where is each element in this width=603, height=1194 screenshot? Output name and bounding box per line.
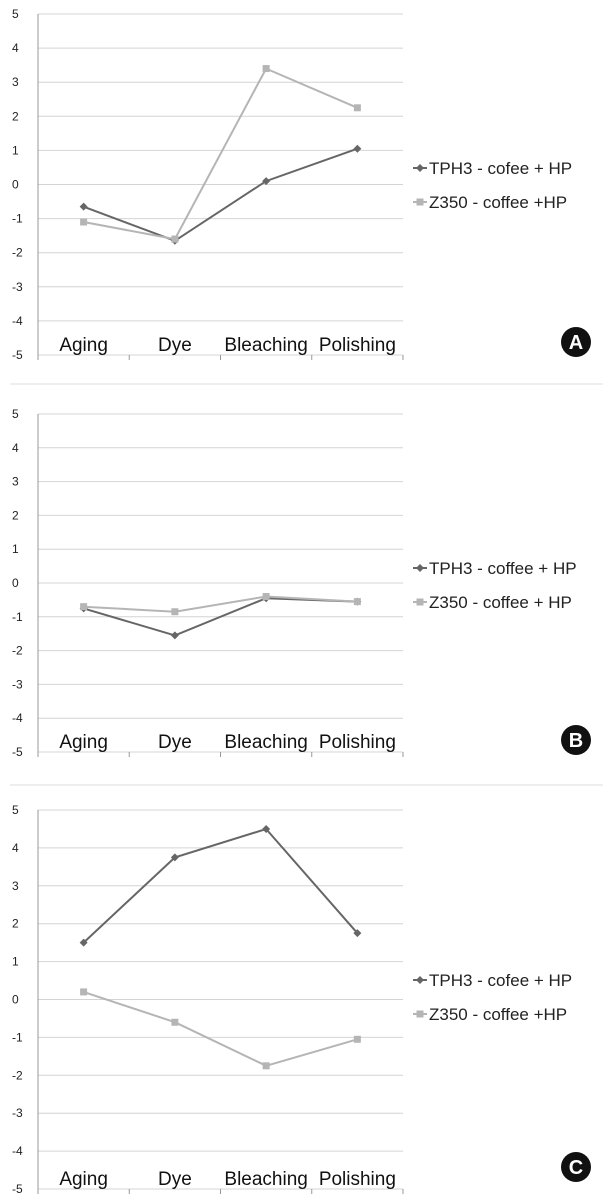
- y-tick-label: -4: [12, 1144, 23, 1158]
- y-tick-label: 3: [12, 75, 19, 89]
- legend-label: TPH3 - cofee + HP: [429, 159, 572, 178]
- y-tick-label: 5: [12, 803, 19, 817]
- y-tick-label: 4: [12, 841, 19, 855]
- panel-badge: [561, 1152, 591, 1182]
- panel-letter: C: [569, 1157, 583, 1179]
- y-tick-label: 2: [12, 508, 19, 522]
- y-tick-label: 3: [12, 475, 19, 489]
- data-point-z350: [80, 988, 88, 996]
- y-tick-label: 2: [12, 109, 19, 123]
- y-tick-label: -1: [12, 1030, 23, 1044]
- legend-label: TPH3 - cofee + HP: [429, 971, 572, 990]
- y-tick-label: 4: [12, 41, 19, 55]
- legend-label: TPH3 - coffee + HP: [429, 559, 577, 578]
- series-line-tph3: [83, 147, 358, 242]
- series-line-z350: [83, 67, 358, 241]
- data-point-z350: [262, 1062, 270, 1070]
- y-tick-label: -5: [12, 1182, 23, 1194]
- x-category-label: Dye: [158, 1169, 192, 1190]
- y-tick-label: -5: [12, 745, 23, 759]
- series-line-z350: [83, 990, 358, 1067]
- y-tick-label: 0: [12, 993, 19, 1007]
- data-point-tph3: [79, 202, 88, 211]
- chart-panel-c: 5 4 3 2 1 0 -1 -2 -3 -4 -5 Aging Dye Bleaching Polishi…: [12, 803, 591, 1194]
- y-tick-label: -2: [12, 644, 23, 658]
- x-category-label: Dye: [158, 335, 192, 356]
- chart-panel-a: 5 4 3 2 1 0 -1 -2 -3 -4 -5 Aging Dye Bleaching Polishi…: [12, 7, 591, 362]
- x-category-label: Polishing: [319, 1169, 396, 1190]
- chart-panel-b: 5 4 3 2 1 0 -1 -2 -3 -4 -5 Aging Dye Bleaching Polishi…: [12, 407, 591, 759]
- y-tick-label: -3: [12, 1106, 23, 1120]
- data-point-z350: [262, 65, 270, 73]
- y-tick-label: -5: [12, 348, 23, 362]
- legend-marker-square: [416, 598, 424, 606]
- legend-label: Z350 - coffee +HP: [429, 1005, 567, 1024]
- x-category-label: Aging: [59, 1169, 108, 1190]
- panel-letter: A: [569, 332, 583, 354]
- data-point-z350: [171, 608, 179, 616]
- y-tick-label: -4: [12, 711, 23, 725]
- y-tick-label: -1: [12, 212, 23, 226]
- x-category-label: Bleaching: [224, 1169, 307, 1190]
- y-tick-label: 3: [12, 879, 19, 893]
- data-point-z350: [171, 1018, 179, 1026]
- series-line-tph3: [82, 827, 359, 944]
- y-tick-label: -4: [12, 314, 23, 328]
- data-point-z350: [80, 218, 88, 226]
- panel-badge: [561, 725, 591, 755]
- y-tick-label: -3: [12, 280, 23, 294]
- data-point-tph3: [170, 853, 179, 862]
- y-tick-label: 5: [12, 7, 19, 21]
- legend-marker-diamond: [416, 164, 424, 172]
- data-point-z350: [353, 598, 361, 606]
- y-tick-label: 1: [12, 143, 19, 157]
- data-point-tph3: [262, 824, 271, 833]
- y-tick-label: -1: [12, 610, 23, 624]
- y-tick-label: 1: [12, 955, 19, 969]
- y-tick-label: -2: [12, 246, 23, 260]
- data-point-tph3: [79, 938, 88, 947]
- series-line-z350: [83, 595, 358, 613]
- legend-marker-square: [416, 1010, 424, 1018]
- legend-label: Z350 - coffee +HP: [429, 193, 567, 212]
- data-point-tph3: [262, 177, 271, 186]
- legend-marker-diamond: [416, 564, 424, 572]
- data-point-tph3: [170, 631, 179, 640]
- x-category-label: Polishing: [319, 732, 396, 753]
- legend-marker-square: [416, 198, 424, 206]
- data-point-z350: [353, 104, 361, 112]
- y-tick-label: -2: [12, 1068, 23, 1082]
- x-category-label: Aging: [59, 335, 108, 356]
- y-tick-label: 5: [12, 407, 19, 421]
- y-tick-label: 2: [12, 917, 19, 931]
- data-point-z350: [80, 603, 88, 611]
- y-tick-label: 0: [12, 178, 19, 192]
- x-category-label: Bleaching: [224, 732, 307, 753]
- y-tick-label: 1: [12, 542, 19, 556]
- data-point-z350: [353, 1035, 361, 1043]
- panel-badge: [561, 327, 591, 357]
- y-tick-label: 0: [12, 576, 19, 590]
- panel-letter: B: [569, 730, 583, 752]
- data-point-z350: [171, 235, 179, 243]
- x-category-label: Bleaching: [224, 335, 307, 356]
- y-tick-label: -3: [12, 677, 23, 691]
- legend-label: Z350 - coffee + HP: [429, 593, 572, 612]
- y-tick-label: 4: [12, 441, 19, 455]
- x-category-label: Aging: [59, 732, 108, 753]
- data-point-tph3: [353, 144, 362, 153]
- legend-marker-diamond: [416, 976, 424, 984]
- data-point-tph3: [353, 929, 362, 938]
- x-category-label: Polishing: [319, 335, 396, 356]
- x-category-label: Dye: [158, 732, 192, 753]
- data-point-z350: [262, 593, 270, 601]
